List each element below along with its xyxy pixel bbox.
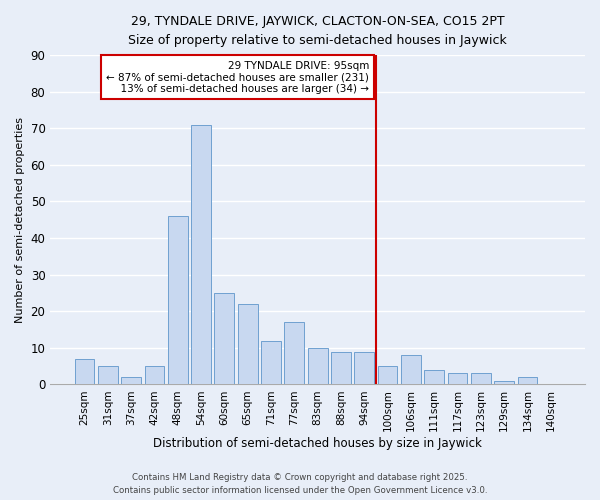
Bar — [191, 124, 211, 384]
Bar — [214, 293, 234, 384]
Y-axis label: Number of semi-detached properties: Number of semi-detached properties — [15, 117, 25, 323]
Bar — [331, 352, 351, 384]
Text: Contains HM Land Registry data © Crown copyright and database right 2025.
Contai: Contains HM Land Registry data © Crown c… — [113, 474, 487, 495]
Title: 29, TYNDALE DRIVE, JAYWICK, CLACTON-ON-SEA, CO15 2PT
Size of property relative t: 29, TYNDALE DRIVE, JAYWICK, CLACTON-ON-S… — [128, 15, 507, 47]
Bar — [145, 366, 164, 384]
Bar — [261, 340, 281, 384]
Bar — [448, 374, 467, 384]
Bar — [168, 216, 188, 384]
Bar — [238, 304, 257, 384]
Bar — [401, 355, 421, 384]
Bar — [74, 359, 94, 384]
Text: 29 TYNDALE DRIVE: 95sqm
← 87% of semi-detached houses are smaller (231)
  13% of: 29 TYNDALE DRIVE: 95sqm ← 87% of semi-de… — [106, 60, 369, 94]
Bar — [424, 370, 444, 384]
Bar — [121, 377, 141, 384]
Bar — [284, 322, 304, 384]
Bar — [308, 348, 328, 385]
Bar — [518, 377, 538, 384]
Bar — [494, 381, 514, 384]
Bar — [377, 366, 397, 384]
Bar — [471, 374, 491, 384]
Bar — [355, 352, 374, 384]
Bar — [98, 366, 118, 384]
X-axis label: Distribution of semi-detached houses by size in Jaywick: Distribution of semi-detached houses by … — [153, 437, 482, 450]
